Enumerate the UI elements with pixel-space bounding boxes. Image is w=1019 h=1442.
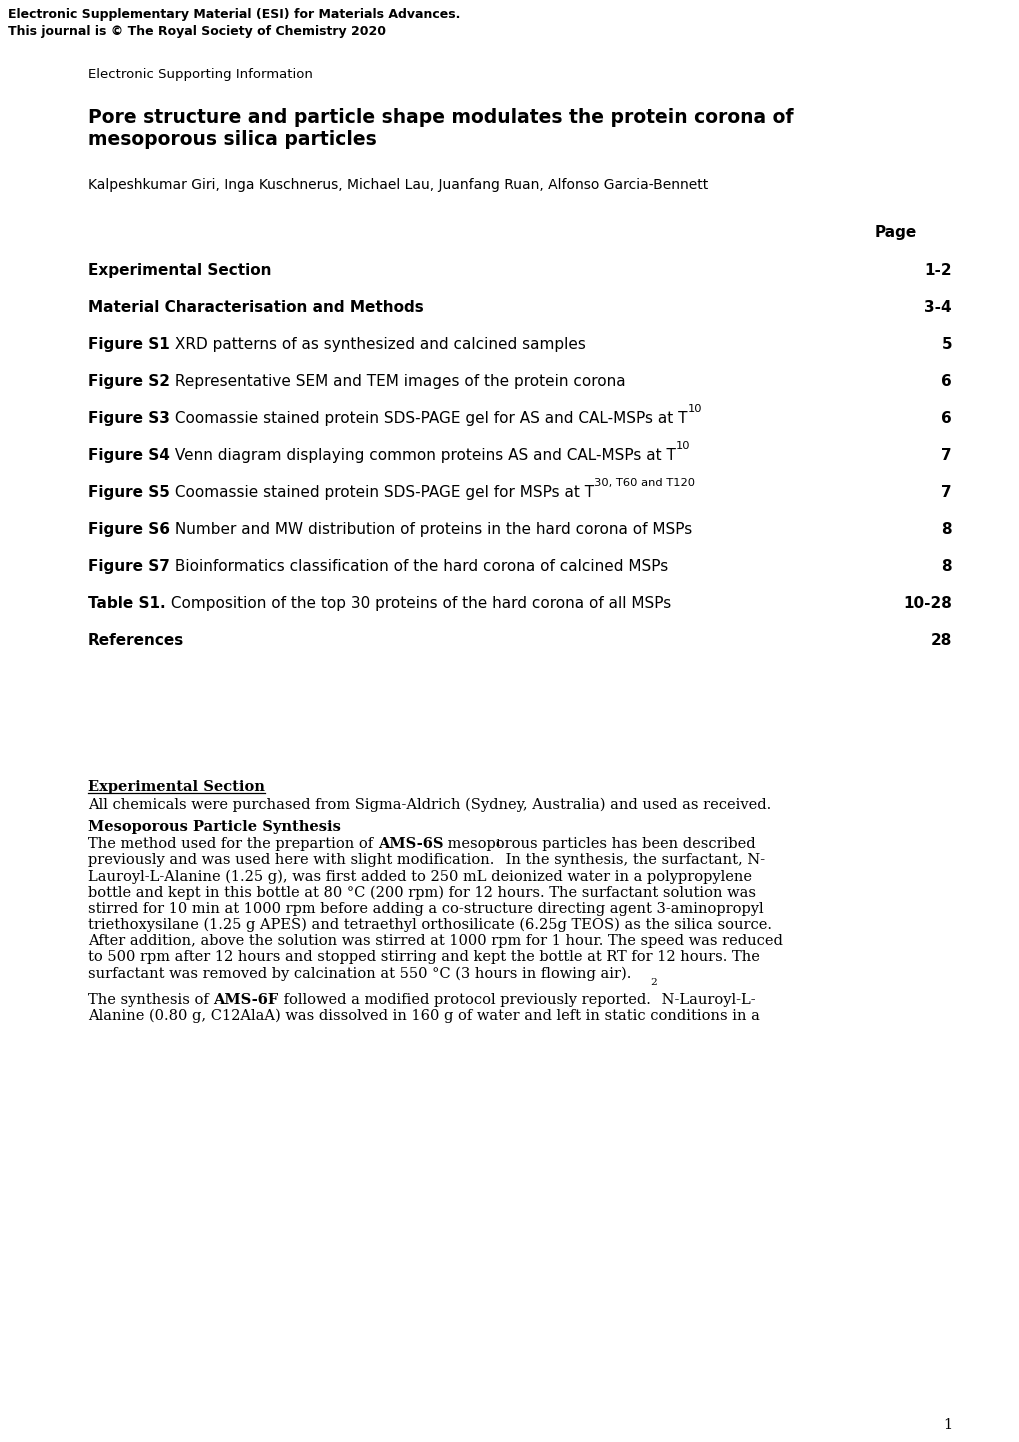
Text: surfactant was removed by calcination at 550 °C (3 hours in flowing air).: surfactant was removed by calcination at… [88,966,631,981]
Text: Pore structure and particle shape modulates the protein corona of: Pore structure and particle shape modula… [88,108,793,127]
Text: Figure S1: Figure S1 [88,337,169,352]
Text: 28: 28 [929,633,951,647]
Text: XRD patterns of as synthesized and calcined samples: XRD patterns of as synthesized and calci… [169,337,585,352]
Text: 10: 10 [687,404,701,414]
Text: stirred for 10 min at 1000 rpm before adding a co-structure directing agent 3-am: stirred for 10 min at 1000 rpm before ad… [88,901,763,916]
Text: 1: 1 [942,1417,951,1432]
Text: Coomassie stained protein SDS-PAGE gel for MSPs at T: Coomassie stained protein SDS-PAGE gel f… [170,485,593,500]
Text: mesoporous silica particles: mesoporous silica particles [88,130,376,149]
Text: References: References [88,633,184,647]
Text: The method used for the prepartion of: The method used for the prepartion of [88,836,377,851]
Text: Figure S5: Figure S5 [88,485,170,500]
Text: triethoxysilane (1.25 g APES) and tetraethyl orthosilicate (6.25g TEOS) as the s: triethoxysilane (1.25 g APES) and tetrae… [88,919,771,933]
Text: 8: 8 [941,522,951,536]
Text: 6: 6 [941,411,951,425]
Text: Figure S3: Figure S3 [88,411,170,425]
Text: Composition of the top 30 proteins of the hard corona of all MSPs: Composition of the top 30 proteins of th… [165,596,671,611]
Text: N-Lauroyl-L-: N-Lauroyl-L- [656,992,755,1007]
Text: Figure S2: Figure S2 [88,373,170,389]
Text: 7: 7 [941,485,951,500]
Text: Kalpeshkumar Giri, Inga Kuschnerus, Michael Lau, Juanfang Ruan, Alfonso Garcia-B: Kalpeshkumar Giri, Inga Kuschnerus, Mich… [88,177,707,192]
Text: mesoporous particles has been described: mesoporous particles has been described [443,836,755,851]
Text: Figure S7: Figure S7 [88,559,170,574]
Text: This journal is © The Royal Society of Chemistry 2020: This journal is © The Royal Society of C… [8,25,385,37]
Text: Bioinformatics classification of the hard corona of calcined MSPs: Bioinformatics classification of the har… [170,559,667,574]
Text: Electronic Supplementary Material (ESI) for Materials Advances.: Electronic Supplementary Material (ESI) … [8,9,460,22]
Text: Coomassie stained protein SDS-PAGE gel for AS and CAL-MSPs at T: Coomassie stained protein SDS-PAGE gel f… [170,411,687,425]
Text: Representative SEM and TEM images of the protein corona: Representative SEM and TEM images of the… [170,373,625,389]
Text: Electronic Supporting Information: Electronic Supporting Information [88,68,313,81]
Text: followed a modified protocol previously reported.: followed a modified protocol previously … [278,992,650,1007]
Text: 2: 2 [650,978,656,988]
Text: AMS-6S: AMS-6S [377,836,443,851]
Text: bottle and kept in this bottle at 80 °C (200 rpm) for 12 hours. The surfactant s: bottle and kept in this bottle at 80 °C … [88,885,755,900]
Text: AMS-6F: AMS-6F [213,992,278,1007]
Text: Number and MW distribution of proteins in the hard corona of MSPs: Number and MW distribution of proteins i… [170,522,692,536]
Text: Material Characterisation and Methods: Material Characterisation and Methods [88,300,423,314]
Text: 7: 7 [941,448,951,463]
Text: Figure S4: Figure S4 [88,448,170,463]
Text: 10: 10 [676,441,690,451]
Text: 5: 5 [941,337,951,352]
Text: Figure S6: Figure S6 [88,522,170,536]
Text: to 500 rpm after 12 hours and stopped stirring and kept the bottle at RT for 12 : to 500 rpm after 12 hours and stopped st… [88,950,759,965]
Text: In the synthesis, the surfactant, N-: In the synthesis, the surfactant, N- [500,854,764,867]
Text: Experimental Section: Experimental Section [88,262,271,278]
Text: 8: 8 [941,559,951,574]
Text: The synthesis of: The synthesis of [88,992,213,1007]
Text: Page: Page [874,225,916,239]
Text: 1-2: 1-2 [923,262,951,278]
Text: 30, T60 and T120: 30, T60 and T120 [593,477,694,487]
Text: After addition, above the solution was stirred at 1000 rpm for 1 hour. The speed: After addition, above the solution was s… [88,934,783,949]
Text: 1: 1 [494,839,500,848]
Text: Experimental Section: Experimental Section [88,780,265,795]
Text: Table S1.: Table S1. [88,596,165,611]
Text: All chemicals were purchased from Sigma-Aldrich (Sydney, Australia) and used as : All chemicals were purchased from Sigma-… [88,797,770,812]
Text: 10-28: 10-28 [902,596,951,611]
Text: Alanine (0.80 g, C12AlaA) was dissolved in 160 g of water and left in static con: Alanine (0.80 g, C12AlaA) was dissolved … [88,1009,759,1024]
Text: Venn diagram displaying common proteins AS and CAL-MSPs at T: Venn diagram displaying common proteins … [170,448,676,463]
Text: previously and was used here with slight modification.: previously and was used here with slight… [88,854,494,867]
Text: Mesoporous Particle Synthesis: Mesoporous Particle Synthesis [88,820,340,833]
Text: Lauroyl-L-Alanine (1.25 g), was first added to 250 mL deionized water in a polyp: Lauroyl-L-Alanine (1.25 g), was first ad… [88,870,751,884]
Text: 6: 6 [941,373,951,389]
Text: 3-4: 3-4 [923,300,951,314]
